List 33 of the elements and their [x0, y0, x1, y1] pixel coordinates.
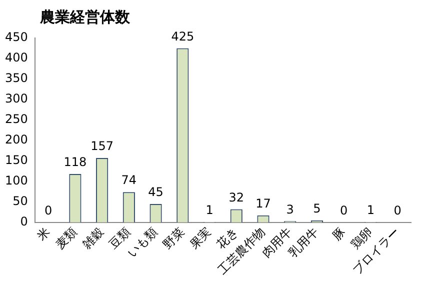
x-tick-label: 雑穀 [80, 224, 106, 252]
data-label: 3 [286, 202, 294, 216]
data-label: 0 [340, 204, 348, 218]
data-label: 17 [256, 196, 271, 211]
x-tick-label: 鶏卵 [348, 224, 376, 252]
y-tick-label: 100 [5, 174, 28, 188]
y-tick-label: 300 [5, 92, 28, 106]
x-tick-label: 豆類 [106, 224, 134, 252]
x-tick-label: 野菜 [160, 224, 187, 252]
data-label: 425 [171, 29, 194, 44]
x-tick-label: 麦類 [52, 224, 80, 252]
y-tick-label: 450 [5, 30, 28, 44]
data-label: 45 [148, 185, 164, 200]
y-tick-label: 250 [5, 112, 28, 126]
data-label: 5 [313, 201, 321, 216]
data-label: 1 [206, 203, 214, 218]
x-tick-label: 豚 [330, 224, 348, 244]
y-tick-label: 50 [12, 194, 28, 208]
y-tick-label: 150 [5, 153, 28, 168]
data-label: 0 [44, 204, 52, 218]
data-label: 74 [121, 173, 137, 188]
chart-title: 農業経営体数 [40, 8, 130, 27]
y-tick-label: 350 [5, 71, 28, 86]
data-label: 32 [228, 190, 244, 204]
y-tick-label: 0 [20, 214, 28, 229]
data-label: 157 [90, 139, 114, 154]
x-tick-label: 果実 [186, 224, 214, 252]
y-tick-label: 200 [5, 132, 28, 147]
x-tick-label: 米 [34, 224, 53, 244]
data-label: 118 [64, 155, 87, 170]
data-label: 0 [394, 204, 402, 218]
y-tick-label: 400 [5, 50, 28, 65]
data-label: 1 [366, 203, 375, 218]
